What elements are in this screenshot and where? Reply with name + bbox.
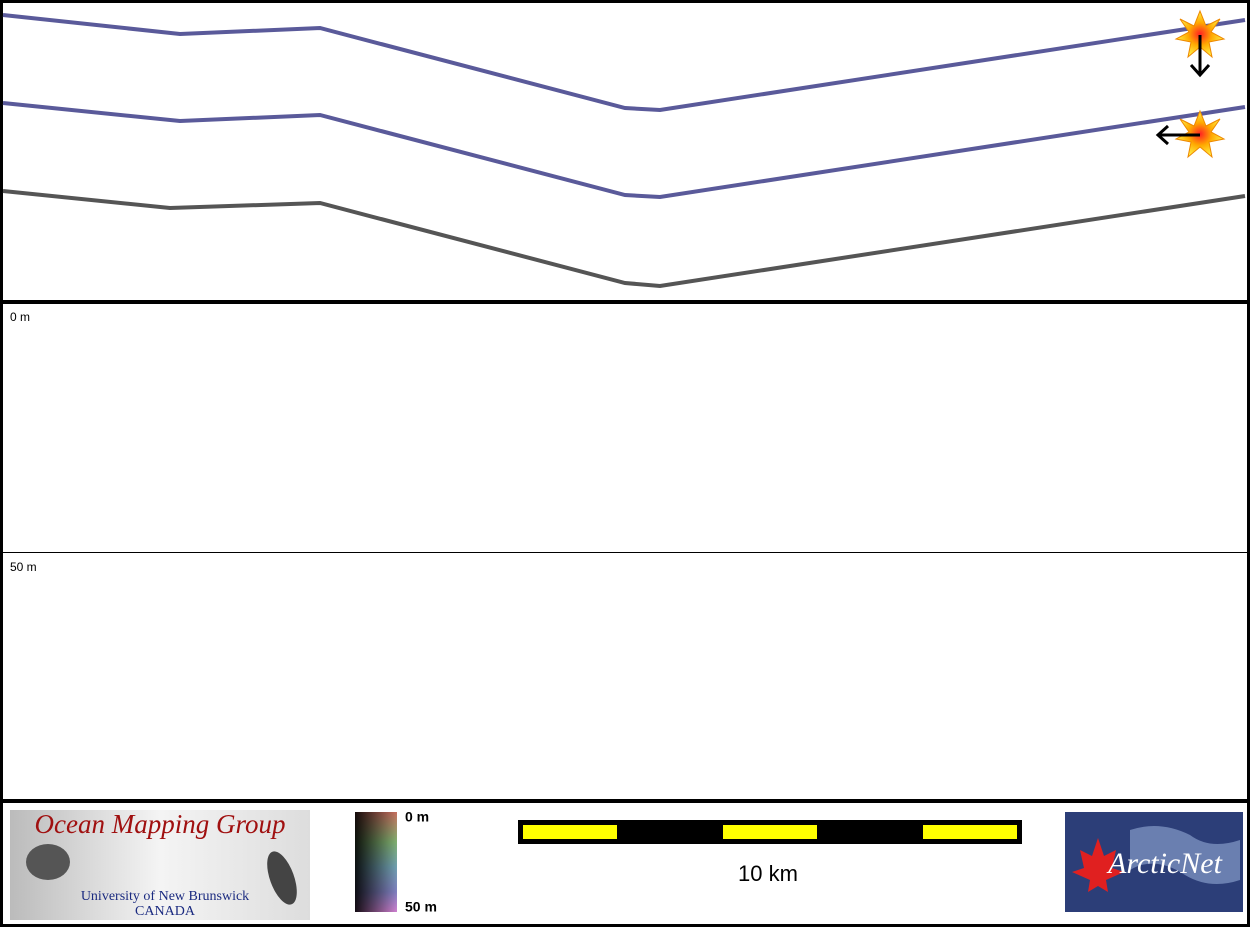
scale-segment xyxy=(523,825,617,839)
logo-art xyxy=(26,844,70,880)
track-line xyxy=(2,13,1246,113)
legend-label: 0 m xyxy=(405,809,429,825)
logo-title: ArcticNet xyxy=(1106,847,1223,880)
track-panel xyxy=(2,9,1246,289)
legend-label: 50 m xyxy=(405,899,437,915)
logo-art xyxy=(1130,826,1240,884)
logo-art xyxy=(267,851,297,905)
depth-legend: 0 m 50 m xyxy=(355,809,437,915)
scale-bar: 10 km xyxy=(518,820,1022,886)
scale-segment xyxy=(723,825,817,839)
ship-marker xyxy=(1174,9,1226,78)
logo-title: Ocean Mapping Group xyxy=(35,809,286,839)
arcticnet-logo: ArcticNet xyxy=(1065,812,1243,912)
panel-label: 0 m xyxy=(10,310,30,324)
maple-leaf xyxy=(1072,838,1124,892)
omg-logo: Ocean Mapping Group University of New Br… xyxy=(10,809,310,920)
ship-marker xyxy=(1155,109,1226,159)
panel-label: 50 m xyxy=(10,560,37,574)
color-bar-shade xyxy=(355,812,397,912)
track-line xyxy=(2,189,1246,289)
logo-text: CANADA xyxy=(135,904,196,919)
scale-label: 10 km xyxy=(738,861,798,886)
scale-segment xyxy=(923,825,1017,839)
logo-text: University of New Brunswick xyxy=(81,889,249,904)
track-line xyxy=(2,101,1246,200)
